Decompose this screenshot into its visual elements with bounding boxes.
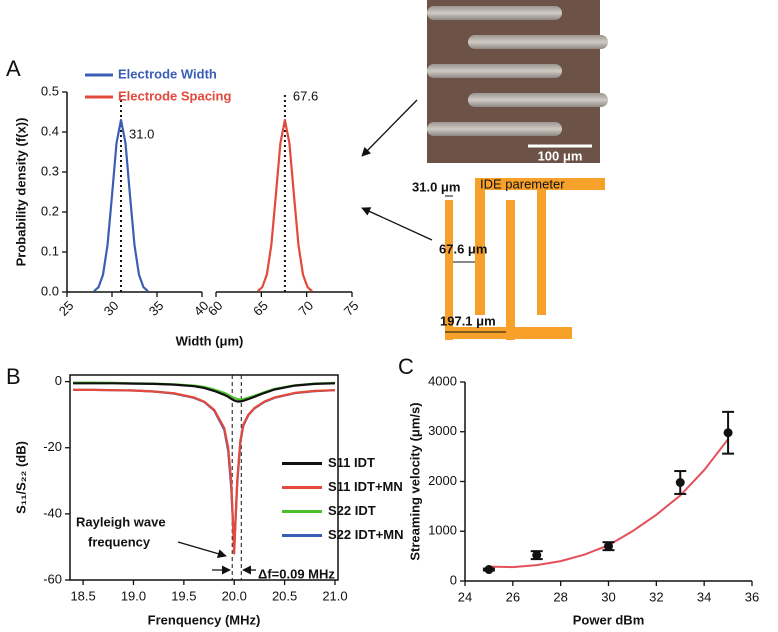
panel-b-arrows [177,541,256,575]
y-tick-label: 2000 [428,473,457,488]
x-tick-label: 18.5 [70,588,95,603]
y-axis-label: Streaming velocity (μm/s) [407,402,422,560]
data-point [675,477,685,487]
data-point [723,428,733,438]
dimension-label: 197.1 μm [440,313,496,328]
x-tick-label: 60 [205,298,226,319]
x-axis-label: Power dBm [573,612,645,627]
x-axis-label: Width (μm) [176,333,244,348]
x-axis-label: Frenquency (MHz) [148,612,261,627]
y-tick-label: -20 [43,439,62,454]
x-tick-label: 19.5 [171,588,196,603]
legend-label: S11 IDT [328,455,375,470]
y-tick-label: 0.5 [41,83,59,98]
x-tick-label: 19.0 [121,588,146,603]
series-line [93,118,149,293]
panel-label: A [6,56,21,81]
legend-label: S22 IDT [328,503,376,518]
x-tick-label: 35 [146,298,167,319]
y-tick-label: 0.3 [41,163,59,178]
x-tick-label: 28 [553,589,567,604]
x-tick-label: 32 [649,589,663,604]
legend-label: Electrode Width [118,66,217,81]
micrograph: 100 μm [427,0,608,163]
annotation: Rayleigh wave [76,514,166,529]
x-tick-label: 30 [101,298,122,319]
x-tick-label: 36 [745,589,759,604]
data-point [604,541,613,551]
x-tick-label: 70 [295,298,316,319]
x-tick-label: 25 [56,298,77,319]
series-line [256,118,313,293]
annotation: frequency [88,534,151,549]
y-tick-label: -60 [43,571,62,586]
y-tick-label: -40 [43,505,62,520]
series-line [73,388,336,555]
legend-label: S22 IDT+MN [328,527,404,542]
x-tick-label: 24 [458,589,472,604]
y-axis-label: S₁₁/S₂₂ (dB) [13,441,28,514]
y-tick-label: 0.4 [41,123,59,138]
plot-frame [69,374,339,581]
data-point [484,565,494,575]
y-tick-label: 3000 [428,423,457,438]
marker-label: 31.0 [129,126,154,141]
y-tick-label: 0.0 [41,283,59,298]
x-tick-label: 20.0 [222,588,247,603]
diagram-title: IDE paremeter [480,176,565,191]
y-tick-label: 0.2 [41,203,59,218]
y-tick-label: 0.1 [41,243,59,258]
y-tick-label: 0 [450,572,457,587]
data-point [532,550,542,560]
arrow [361,207,433,241]
y-axis-label: Probability density (f(x)) [13,118,28,267]
x-tick-label: 26 [506,589,520,604]
legend-label: S11 IDT+MN [328,479,403,494]
panel-label: C [398,354,414,379]
dimension-label: 67.6 μm [439,241,487,256]
panel-label: B [6,364,21,389]
x-tick-label: 30 [601,589,615,604]
legend-label: Electrode Spacing [118,88,231,103]
x-tick-label: 21.0 [322,588,347,603]
scale-bar-label: 100 μm [538,148,583,163]
annotation: Δf=0.09 MHz [258,566,335,581]
dimension-label: 31.0 μm [412,179,460,194]
x-tick-label: 65 [250,298,271,319]
y-tick-label: 4000 [428,373,457,388]
ide-diagram: IDE paremeter 31.0 μm 67.6 μm 197.1 μm [412,176,605,340]
marker-label: 67.6 [293,88,318,103]
x-tick-label: 75 [341,298,362,319]
x-tick-label: 34 [697,589,711,604]
arrow [361,99,418,157]
y-tick-label: 0 [55,373,62,388]
x-tick-label: 20.5 [272,588,297,603]
series-line [73,382,336,403]
y-tick-label: 1000 [428,523,457,538]
